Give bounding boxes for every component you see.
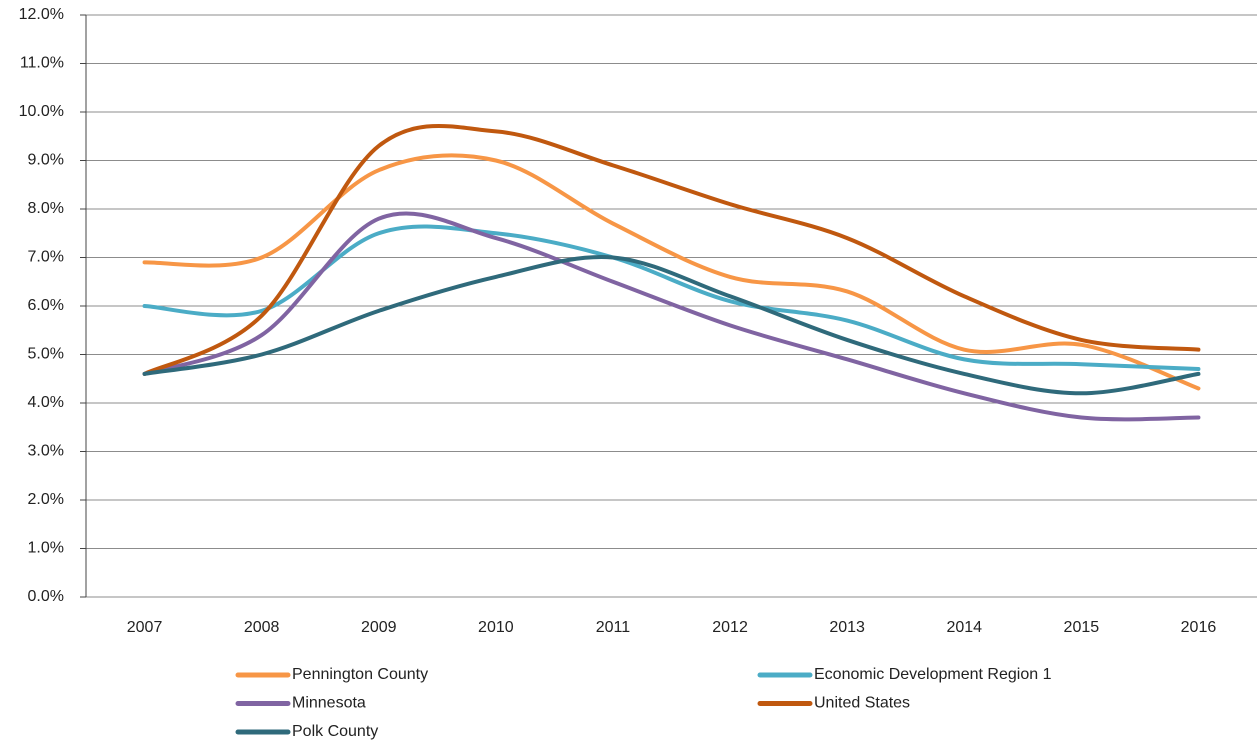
x-tick-label: 2015 [1064, 619, 1100, 636]
series-line [142, 153, 1201, 391]
y-tick-label: 12.0% [19, 6, 64, 23]
x-tick-label: 2008 [244, 619, 280, 636]
y-tick-label: 1.0% [28, 540, 64, 557]
lines [142, 123, 1201, 422]
y-tick-label: 8.0% [28, 200, 64, 217]
y-tick-label: 3.0% [28, 443, 64, 460]
legend-label: Pennington County [292, 666, 428, 683]
x-tick-label: 2016 [1181, 619, 1217, 636]
series-line [142, 123, 1201, 376]
x-tick-label: 2012 [712, 619, 748, 636]
x-tick-label: 2013 [829, 619, 865, 636]
x-tick-label: 2009 [361, 619, 397, 636]
grid: 0.0% 1.0% 2.0% 3.0% 4.0% 5.0% 6.0% 7.0% 8.0% 9.0%… [19, 6, 1257, 636]
y-tick-label: 2.0% [28, 491, 64, 508]
legend-label: Minnesota [292, 695, 366, 712]
y-tick-label: 9.0% [28, 152, 64, 169]
x-tick-label: 2010 [478, 619, 514, 636]
series-line [142, 211, 1201, 422]
series-line [142, 255, 1201, 396]
x-tick-label: 2014 [946, 619, 982, 636]
y-tick-label: 11.0% [20, 55, 64, 72]
y-tick-label: 4.0% [28, 394, 64, 411]
y-tick-label: 6.0% [28, 297, 64, 314]
x-tick-label: 2007 [127, 619, 163, 636]
legend-label: Polk County [292, 723, 378, 740]
y-tick-label: 5.0% [28, 346, 64, 363]
x-tick-label: 2011 [596, 619, 631, 636]
legend-label: United States [814, 695, 910, 712]
y-tick-label: 10.0% [19, 103, 64, 120]
legend-label: Economic Development Region 1 [814, 666, 1052, 683]
y-tick-label: 0.0% [28, 588, 64, 605]
y-tick-label: 7.0% [28, 249, 64, 266]
series-line [142, 224, 1201, 372]
legend: Pennington County Economic Development Re… [235, 666, 1052, 740]
